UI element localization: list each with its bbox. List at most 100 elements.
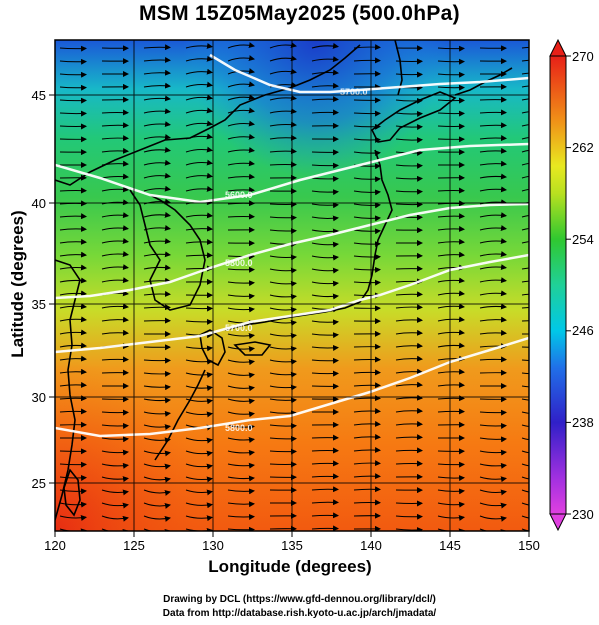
coastline-kyushu (199, 329, 226, 367)
streamline-arrow (185, 305, 213, 312)
streamline-arrow (395, 527, 423, 531)
streamline-arrow (227, 133, 255, 140)
colorbar-bar (549, 55, 567, 515)
streamline-arrow (479, 109, 507, 116)
streamline-arrow (395, 342, 423, 349)
streamline-arrow (521, 98, 529, 101)
streamline-arrow (311, 473, 339, 480)
x-tick-label: 125 (123, 538, 145, 553)
streamline-arrow (311, 370, 339, 377)
streamline-arrow (59, 461, 87, 468)
y-tick-label: 25 (32, 476, 46, 491)
streamline-arrow (269, 423, 297, 430)
streamline-arrow (101, 409, 129, 416)
streamline-arrow (521, 502, 529, 506)
streamline-arrow (353, 279, 381, 286)
streamline-arrow (227, 81, 255, 88)
streamline-arrow (395, 434, 423, 441)
contour-labels: 5700.0 5600.0 5800.0 5700.0 5800.0 (225, 87, 368, 433)
streamline-arrow (227, 306, 255, 313)
streamline-arrow (395, 175, 423, 182)
streamline-arrow (227, 94, 255, 101)
streamline-arrow (479, 449, 507, 456)
streamline-arrow (185, 515, 213, 522)
coastline-shikoku (233, 341, 272, 356)
streamline-arrow (353, 395, 381, 402)
streamline-arrow (521, 359, 529, 361)
streamline-arrow (311, 162, 339, 169)
contour-line (209, 53, 529, 94)
streamline-arrow (185, 411, 213, 418)
streamline-arrow (479, 303, 507, 310)
streamline-arrow (143, 304, 171, 311)
streamline-arrow (521, 59, 529, 62)
streamline-arrow (227, 147, 255, 154)
streamline-arrow (311, 202, 339, 209)
streamline-arrow (269, 121, 297, 128)
y-axis-label: Latitude (degrees) (8, 210, 27, 358)
streamline-arrow (479, 356, 507, 363)
colorbar-tick-label: 230 (572, 507, 594, 522)
streamline-arrow (269, 319, 297, 326)
streamline-arrow (185, 398, 213, 405)
streamline-arrow (227, 293, 255, 300)
streamline-arrow (59, 71, 87, 78)
streamline-arrow (59, 316, 87, 323)
streamline-arrow (143, 370, 171, 377)
streamline-arrow (185, 238, 213, 245)
streamline-arrow (521, 372, 529, 375)
streamline-arrow (143, 185, 171, 192)
streamline-arrow (521, 267, 529, 270)
plot-area: 5700.0 5600.0 5800.0 5700.0 5800.0 (55, 40, 529, 531)
streamline-arrow (479, 251, 507, 258)
streamline-arrow (311, 96, 339, 103)
colorbar: 270 262 254 246 238 230 (549, 38, 594, 532)
streamline-arrow (185, 55, 213, 62)
streamline-arrow (521, 149, 529, 153)
y-tick-labels: 25 30 35 40 45 (32, 88, 46, 491)
streamline-arrow (353, 433, 381, 440)
streamline-arrow (143, 146, 171, 153)
streamline-arrow (269, 42, 297, 49)
streamline-arrow (185, 107, 213, 114)
streamline-arrow (353, 266, 381, 273)
streamline-arrow (479, 515, 507, 522)
colorbar-tick-label: 238 (572, 415, 594, 430)
streamline-arrow (143, 290, 171, 297)
streamline-arrow (227, 160, 255, 167)
streamline-arrow (101, 316, 129, 323)
streamline-arrow (353, 176, 381, 183)
streamline-arrow (143, 476, 171, 483)
streamline-arrow (101, 147, 129, 154)
streamline-arrow (143, 424, 171, 431)
streamline-arrow (269, 384, 297, 391)
streamline-arrow (353, 254, 381, 261)
x-tick-labels: 120 125 130 135 140 145 150 (44, 538, 540, 553)
chart-title: MSM 15Z05May2025 (500.0hPa) (139, 2, 460, 25)
streamline-arrow (143, 410, 171, 417)
streamline-arrow (269, 345, 297, 352)
streamline-arrow (101, 109, 129, 116)
streamline-arrow (311, 280, 339, 287)
streamline-arrow (185, 345, 213, 352)
streamline-arrow (521, 293, 529, 296)
streamline-arrow (479, 409, 507, 416)
streamline-arrow (185, 68, 213, 75)
streamline-arrow (353, 460, 381, 467)
streamline-arrow (101, 122, 129, 129)
streamline-arrow (521, 162, 529, 166)
streamline-arrow (227, 437, 255, 443)
streamline-arrow (353, 57, 381, 64)
streamline-arrow (269, 94, 297, 101)
streamline-arrow (479, 122, 507, 129)
streamline-arrow (227, 55, 255, 62)
streamline-arrow (311, 42, 339, 49)
streamline-arrow (269, 435, 297, 442)
streamline-arrow (521, 46, 529, 49)
streamline-arrow (101, 329, 129, 336)
y-tick-label: 45 (32, 88, 46, 103)
streamline-arrow (311, 344, 339, 351)
streamline-arrow (311, 189, 339, 196)
streamline-arrow (143, 159, 171, 166)
contour-label: 5600.0 (225, 190, 253, 200)
